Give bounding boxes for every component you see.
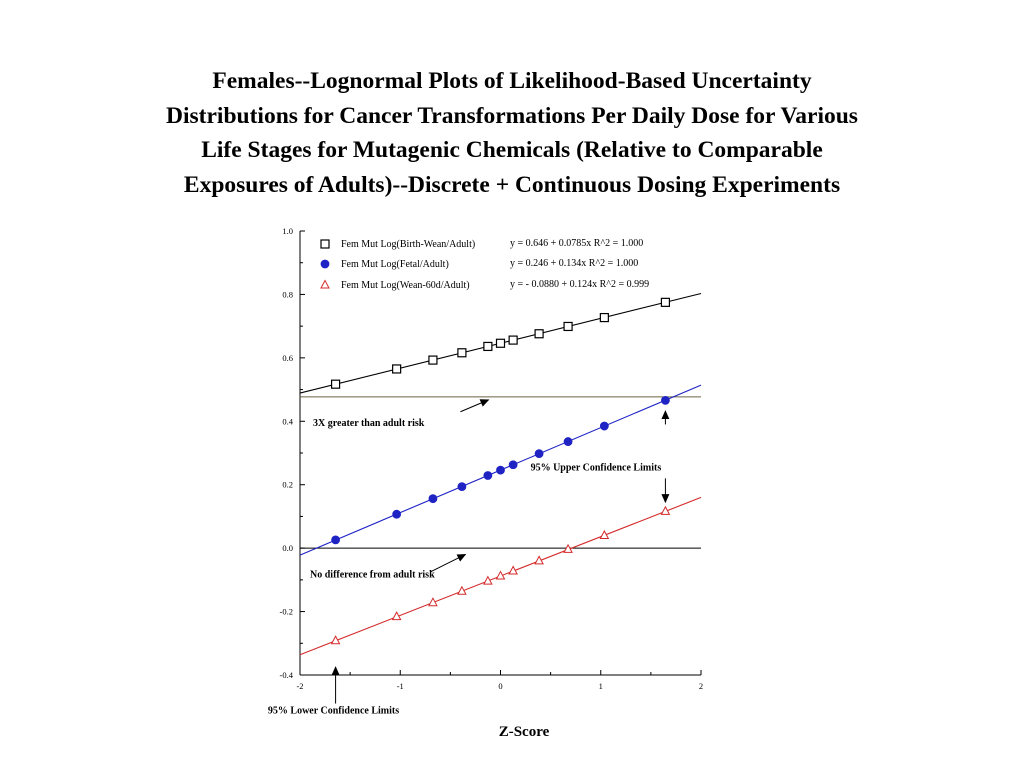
data-point	[428, 494, 438, 504]
data-point	[483, 575, 493, 585]
annotation-arrow	[460, 399, 490, 413]
annotation-arrow	[430, 554, 467, 573]
title-line-3: Life Stages for Mutagenic Chemicals (Rel…	[201, 137, 823, 163]
legend-marker	[320, 259, 330, 269]
data-point	[508, 460, 518, 470]
data-point	[483, 471, 493, 480]
chart-title: Females--Lognormal Plots of Likelihood-B…	[62, 64, 962, 202]
y-tick-label: 1.0	[282, 226, 293, 236]
data-point	[660, 297, 671, 307]
title-line-2: Distributions for Cancer Transformations…	[166, 102, 858, 129]
data-point	[563, 437, 573, 446]
x-tick-label: -2	[296, 681, 303, 691]
data-point	[599, 312, 609, 323]
data-point	[331, 535, 340, 545]
x-tick-label: 2	[699, 681, 703, 691]
y-tick-label: -0.4	[280, 670, 294, 680]
y-tick-label: 0.8	[282, 289, 293, 299]
legend-marker	[320, 239, 330, 249]
data-point	[563, 543, 573, 553]
data-point	[391, 611, 402, 621]
title-line-1: Females--Lognormal Plots of Likelihood-B…	[212, 68, 812, 94]
legend-label: Fem Mut Log(Birth-Wean/Adult)	[341, 239, 475, 250]
y-tick-label: -0.2	[280, 607, 293, 617]
data-point	[563, 321, 573, 332]
data-point	[457, 348, 467, 358]
x-tick-label: 1	[599, 681, 603, 691]
data-point	[392, 509, 402, 519]
y-tick-label: 0.2	[282, 480, 293, 490]
data-point	[599, 421, 609, 431]
legend-label: Fem Mut Log(Wean-60d/Adult)	[341, 280, 470, 291]
title-line-4: Exposures of Adults)--Discrete + Continu…	[183, 171, 841, 198]
data-point	[534, 329, 544, 339]
data-point	[330, 379, 341, 389]
data-point	[534, 449, 544, 459]
legend-equation: y = 0.646 + 0.0785x R^2 = 1.000	[510, 238, 643, 249]
x-axis-label: Z-Score	[499, 724, 550, 740]
data-point	[496, 465, 505, 475]
y-tick-label: 0.4	[282, 416, 293, 426]
data-point	[508, 335, 518, 345]
data-point	[534, 555, 544, 565]
legend-marker	[320, 279, 330, 289]
y-tick-label: 0.6	[282, 353, 293, 363]
data-point	[392, 364, 402, 374]
data-point	[599, 529, 610, 539]
annotation-label: 95% Upper Confidence Limits	[531, 462, 662, 473]
legend-label: Fem Mut Log(Fetal/Adult)	[341, 259, 449, 270]
data-point	[428, 355, 438, 365]
data-point	[330, 635, 341, 645]
annotation-label: 95% Lower Confidence Limits	[268, 706, 399, 717]
x-tick-label: -1	[397, 681, 404, 691]
annotation-label: 3X greater than adult risk	[313, 418, 425, 429]
data-point	[457, 585, 467, 595]
legend-equation: y = 0.246 + 0.134x R^2 = 1.000	[510, 258, 638, 269]
data-point	[508, 565, 518, 575]
data-point	[457, 482, 467, 492]
data-point	[495, 338, 506, 348]
legend-equation: y = - 0.0880 + 0.124x R^2 = 0.999	[510, 279, 649, 290]
annotation-label: No difference from adult risk	[310, 569, 435, 580]
data-point	[661, 395, 670, 405]
x-tick-label: 0	[498, 681, 502, 691]
data-point	[495, 570, 506, 580]
data-point	[483, 341, 493, 352]
data-point	[660, 505, 671, 515]
data-point	[428, 597, 438, 607]
y-tick-label: 0.0	[282, 543, 293, 553]
